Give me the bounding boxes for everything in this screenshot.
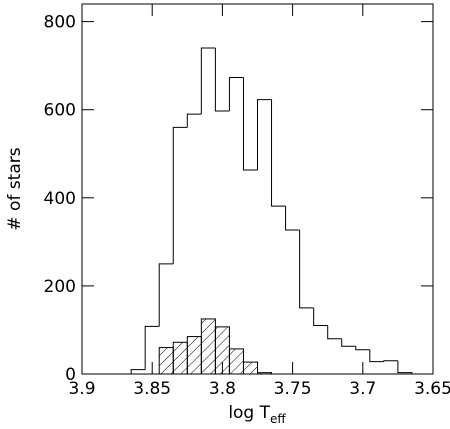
histogram-step [200, 47, 216, 115]
hatched-bar [200, 318, 216, 375]
hatched-bar [186, 336, 202, 375]
x-tick-label: 3.9 [68, 379, 95, 399]
histogram-step [383, 360, 398, 362]
histogram-step [257, 99, 272, 171]
hatched-bar [158, 347, 174, 375]
histogram-step [271, 99, 286, 207]
x-label-main: log T [228, 403, 270, 423]
x-tick-label: 3.65 [414, 379, 450, 399]
histogram-step [327, 325, 342, 340]
histogram-step [130, 369, 146, 374]
histogram-step [214, 48, 230, 112]
histogram-step [355, 346, 370, 351]
plot-frame [81, 3, 434, 375]
y-tick-label: 600 [44, 101, 76, 121]
histogram-step [158, 263, 174, 327]
y-tick-label: 0 [65, 365, 76, 385]
histogram-step [186, 113, 202, 128]
y-axis-label: # of stars [5, 147, 25, 230]
hatched-bar [214, 326, 230, 375]
histogram-step [242, 77, 258, 171]
histogram-step [172, 126, 188, 264]
x-axis-label: log Teff [228, 403, 286, 426]
histogram-step [285, 206, 300, 231]
histogram-step [144, 325, 160, 370]
hatched-bar [172, 341, 188, 375]
y-tick-label: 400 [44, 189, 76, 209]
hatched-bar [242, 361, 259, 375]
x-label-sub: eff [270, 412, 286, 426]
histogram-step [313, 307, 328, 327]
histogram-step [397, 360, 413, 374]
y-tick-label: 200 [44, 277, 76, 297]
x-tick-label: 3.7 [349, 379, 376, 399]
histogram-step [341, 338, 356, 347]
x-tick-label: 3.85 [133, 379, 171, 399]
histogram-step [228, 77, 244, 112]
x-tick-label: 3.75 [274, 379, 312, 399]
y-tick-label: 800 [44, 13, 76, 33]
histogram-step [299, 229, 314, 309]
histogram-step [369, 349, 384, 363]
hatched-bar [257, 372, 273, 375]
x-tick-label: 3.8 [209, 379, 236, 399]
hatched-bar [228, 348, 244, 375]
